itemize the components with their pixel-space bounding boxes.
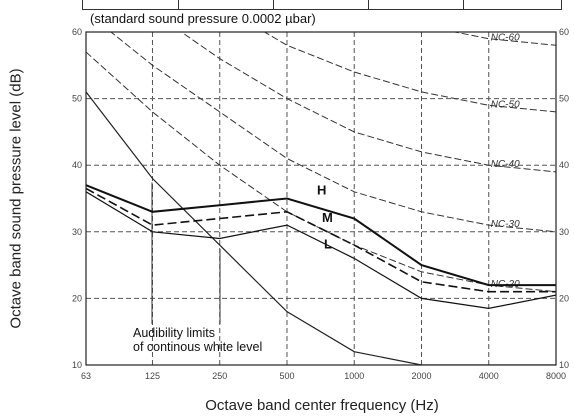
- y-tick-label: 60: [72, 27, 82, 37]
- measured-line: [86, 187, 556, 293]
- right-tick-label: 40: [559, 160, 569, 170]
- y-tick-label: 50: [72, 94, 82, 104]
- y-tick-label: 10: [72, 360, 82, 370]
- right-tick-label: 50: [559, 94, 569, 104]
- measured-label: H: [317, 183, 326, 198]
- nc-curve-label: NC-60: [491, 33, 520, 44]
- annotation-line-2: of continous white level: [133, 340, 263, 354]
- y-tick-label: 20: [72, 293, 82, 303]
- plot-frame: [85, 31, 557, 366]
- right-tick-label: 10: [559, 360, 569, 370]
- measured-line: [86, 191, 556, 310]
- right-tick-label: 20: [559, 293, 569, 303]
- y-tick-label: 30: [72, 227, 82, 237]
- x-tick-label: 250: [212, 371, 227, 381]
- nc-curve-label: NC-30: [491, 219, 520, 230]
- y-tick-label: 40: [72, 160, 82, 170]
- x-tick-label: 125: [145, 371, 160, 381]
- nc-curve-line: [263, 32, 556, 113]
- right-tick-label: 30: [559, 227, 569, 237]
- x-tick-label: 4000: [479, 371, 499, 381]
- nc-curve-line: [86, 51, 556, 293]
- x-tick-label: 500: [279, 371, 294, 381]
- right-tick-label: 60: [559, 27, 569, 37]
- nc-curve-line: [110, 32, 556, 233]
- x-axis-label: Octave band center frequency (Hz): [205, 397, 439, 414]
- x-tick-label: 2000: [411, 371, 431, 381]
- measured-line: [86, 184, 556, 287]
- audibility-limit-line: [86, 91, 556, 365]
- measured-label: M: [322, 210, 333, 225]
- annotation-line-1: Audibility limits: [133, 326, 215, 340]
- measured-label: L: [324, 236, 332, 251]
- x-tick-label: 8000: [546, 371, 566, 381]
- header-frame: [82, 0, 562, 10]
- reference-pressure-note: (standard sound pressure 0.0002 µbar): [90, 11, 316, 26]
- x-tick-label: 1000: [344, 371, 364, 381]
- nc-curve-line: [180, 32, 556, 173]
- x-tick-label: 63: [81, 371, 91, 381]
- nc-curve-line: [452, 32, 556, 46]
- nc-curve-label: NC-40: [491, 159, 520, 170]
- nc-curve-label: NC-50: [491, 99, 520, 110]
